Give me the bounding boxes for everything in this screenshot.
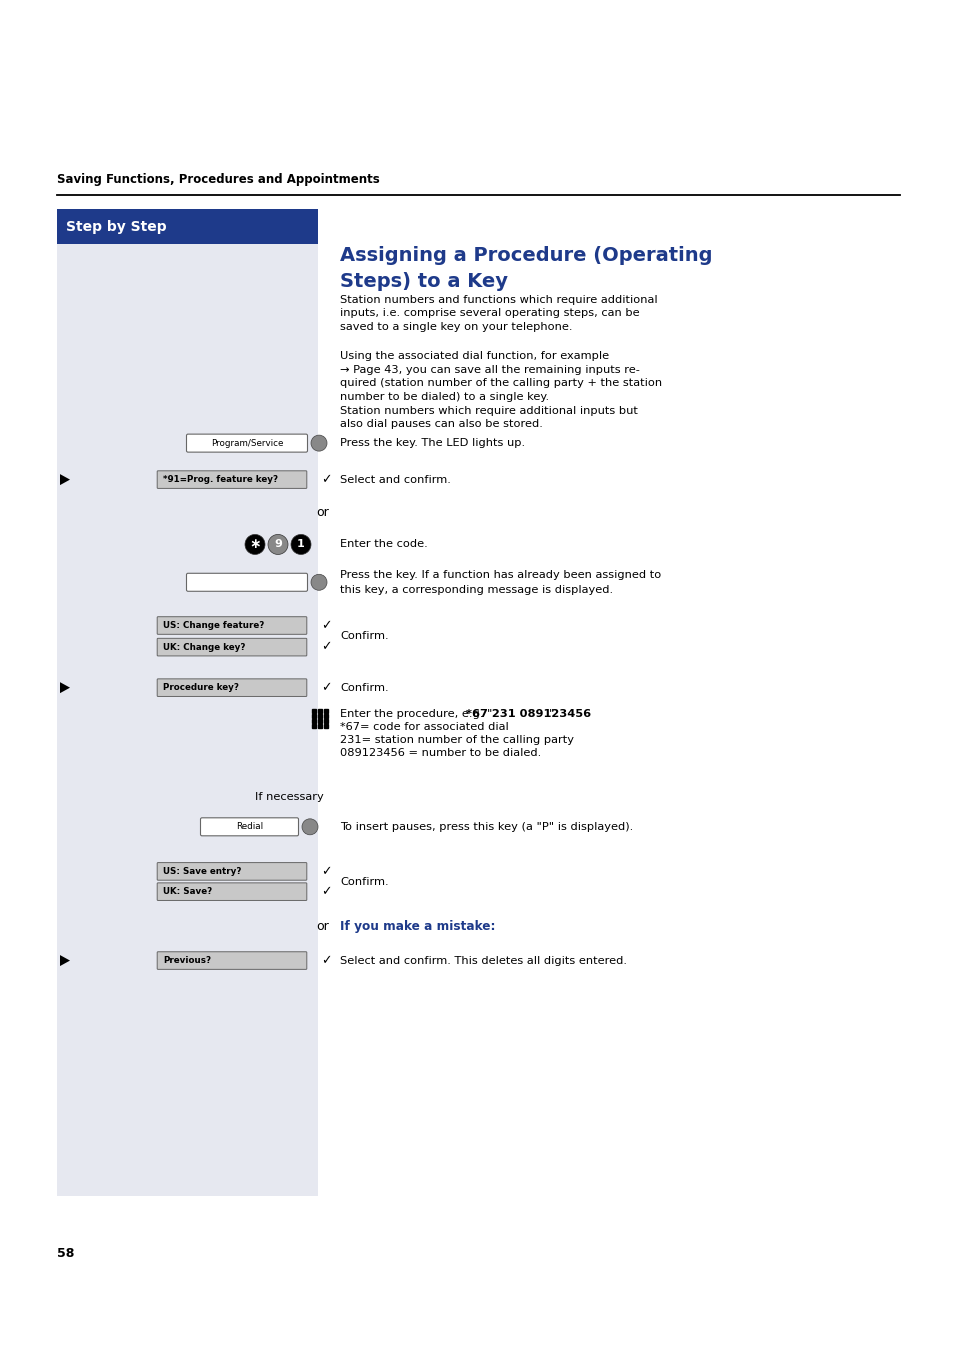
Text: ✓: ✓	[320, 473, 331, 486]
Circle shape	[311, 435, 327, 451]
Circle shape	[245, 535, 265, 554]
FancyBboxPatch shape	[157, 882, 307, 901]
Text: Select and confirm. This deletes all digits entered.: Select and confirm. This deletes all dig…	[339, 955, 626, 966]
Text: ✓: ✓	[320, 619, 331, 632]
Text: Redial: Redial	[235, 823, 263, 831]
Text: Program/Service: Program/Service	[211, 439, 283, 447]
Text: US: Change feature?: US: Change feature?	[163, 621, 264, 630]
Text: ".: ".	[548, 709, 557, 720]
Text: Select and confirm.: Select and confirm.	[339, 474, 451, 485]
Text: Previous?: Previous?	[163, 957, 211, 965]
Polygon shape	[60, 955, 70, 966]
Text: *91=Prog. feature key?: *91=Prog. feature key?	[163, 476, 278, 484]
Text: 9: 9	[274, 539, 282, 550]
Text: *67= code for associated dial: *67= code for associated dial	[339, 723, 508, 732]
Circle shape	[311, 574, 327, 590]
Bar	[317, 209, 899, 1196]
FancyBboxPatch shape	[157, 638, 307, 657]
Text: To insert pauses, press this key (a "P" is displayed).: To insert pauses, press this key (a "P" …	[339, 821, 633, 832]
FancyBboxPatch shape	[157, 951, 307, 970]
Text: 58: 58	[57, 1247, 74, 1260]
Text: this key, a corresponding message is displayed.: this key, a corresponding message is dis…	[339, 585, 613, 596]
Text: If necessary: If necessary	[255, 792, 324, 802]
Bar	[57, 209, 317, 1196]
Polygon shape	[60, 682, 70, 693]
FancyBboxPatch shape	[200, 817, 298, 836]
Circle shape	[291, 535, 311, 554]
Text: or: or	[315, 920, 329, 934]
Text: If you make a mistake:: If you make a mistake:	[339, 920, 495, 934]
Text: Confirm.: Confirm.	[339, 877, 388, 886]
Text: ✓: ✓	[320, 885, 331, 898]
Text: Enter the code.: Enter the code.	[339, 539, 427, 550]
Text: Assigning a Procedure (Operating: Assigning a Procedure (Operating	[339, 246, 712, 265]
FancyBboxPatch shape	[157, 862, 307, 881]
Text: ✓: ✓	[320, 640, 331, 654]
Circle shape	[268, 535, 288, 554]
FancyBboxPatch shape	[157, 470, 307, 489]
Text: Enter the procedure, e.g. ": Enter the procedure, e.g. "	[339, 709, 492, 720]
Bar	[57, 209, 317, 245]
Text: Using the associated dial function, for example
→ Page 43, you can save all the : Using the associated dial function, for …	[339, 351, 661, 430]
Text: UK: Change key?: UK: Change key?	[163, 643, 245, 651]
Text: UK: Save?: UK: Save?	[163, 888, 212, 896]
Text: Procedure key?: Procedure key?	[163, 684, 239, 692]
Circle shape	[302, 819, 317, 835]
Text: US: Save entry?: US: Save entry?	[163, 867, 241, 875]
Polygon shape	[60, 474, 70, 485]
Text: Confirm.: Confirm.	[339, 682, 388, 693]
Text: ✓: ✓	[320, 954, 331, 967]
Text: Step by Step: Step by Step	[66, 220, 167, 234]
Text: *67 231 089123456: *67 231 089123456	[465, 709, 590, 720]
Text: Saving Functions, Procedures and Appointments: Saving Functions, Procedures and Appoint…	[57, 173, 379, 186]
Text: ✓: ✓	[320, 865, 331, 878]
FancyBboxPatch shape	[186, 434, 307, 453]
FancyBboxPatch shape	[157, 678, 307, 697]
Text: Steps) to a Key: Steps) to a Key	[339, 272, 507, 290]
FancyBboxPatch shape	[186, 573, 307, 592]
Text: 231= station number of the calling party: 231= station number of the calling party	[339, 735, 574, 746]
Text: 1: 1	[296, 539, 305, 550]
Text: or: or	[315, 505, 329, 519]
Text: ∗: ∗	[249, 538, 260, 551]
Text: Station numbers and functions which require additional
inputs, i.e. comprise sev: Station numbers and functions which requ…	[339, 295, 657, 332]
Text: Press the key. The LED lights up.: Press the key. The LED lights up.	[339, 438, 524, 449]
Text: ✓: ✓	[320, 681, 331, 694]
Text: Press the key. If a function has already been assigned to: Press the key. If a function has already…	[339, 570, 660, 581]
FancyBboxPatch shape	[157, 616, 307, 635]
Text: 089123456 = number to be dialed.: 089123456 = number to be dialed.	[339, 748, 540, 758]
Text: Confirm.: Confirm.	[339, 631, 388, 642]
